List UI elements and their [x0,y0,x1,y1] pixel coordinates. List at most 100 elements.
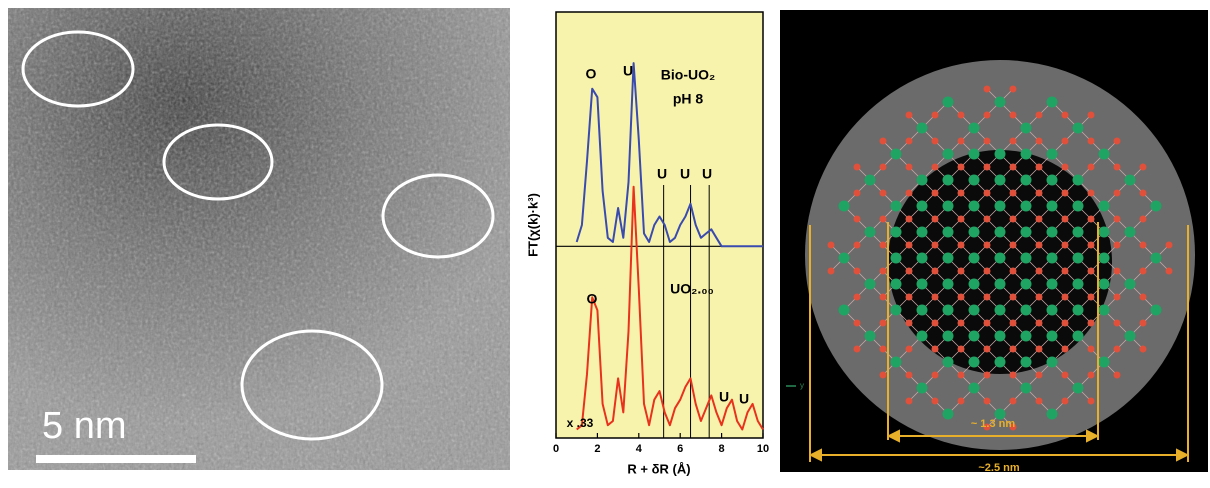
oxygen-atom [984,86,991,93]
oxygen-atom [1062,346,1069,353]
oxygen-atom [984,372,991,379]
oxygen-atom [984,294,991,301]
oxygen-atom [906,294,913,301]
uranium-atom [1047,279,1058,290]
uranium-atom [839,305,850,316]
oxygen-atom [984,242,991,249]
uranium-atom [891,305,902,316]
oxygen-atom [854,294,861,301]
uranium-atom [1073,279,1084,290]
oxygen-atom [984,138,991,145]
oxygen-atom [932,138,939,145]
oxygen-atom [1062,138,1069,145]
uranium-atom [1021,253,1032,264]
uranium-atom [1099,253,1110,264]
uranium-atom [891,253,902,264]
oxygen-atom [1114,268,1121,275]
y-axis-label: FT(χ(k)·k³) [525,193,540,257]
uranium-atom [1021,279,1032,290]
uranium-atom [943,305,954,316]
uranium-atom [1021,383,1032,394]
oxygen-atom [906,320,913,327]
oxygen-atom [1062,164,1069,171]
oxygen-atom [958,268,965,275]
oxygen-atom [958,398,965,405]
uranium-atom [917,279,928,290]
oxygen-atom [1140,320,1147,327]
oxygen-atom [1088,242,1095,249]
oxygen-atom [1036,268,1043,275]
oxygen-atom [1010,86,1017,93]
oxygen-atom [1010,190,1017,197]
uranium-atom [1021,149,1032,160]
uranium-atom [891,279,902,290]
uranium-atom [969,123,980,134]
oxygen-atom [1010,268,1017,275]
annotation: x .33 [567,416,594,430]
oxygen-atom [906,268,913,275]
oxygen-atom [1140,268,1147,275]
oxygen-atom [1036,372,1043,379]
uranium-atom [943,227,954,238]
oxygen-atom [1088,294,1095,301]
uranium-atom [995,201,1006,212]
annotation: pH 8 [673,91,704,107]
oxygen-atom [880,320,887,327]
uranium-atom [969,305,980,316]
oxygen-atom [958,164,965,171]
oxygen-atom [1140,346,1147,353]
oxygen-atom [1036,294,1043,301]
uranium-atom [1073,253,1084,264]
oxygen-atom [1114,138,1121,145]
oxygen-atom [984,112,991,119]
uranium-atom [1047,331,1058,342]
oxygen-atom [854,242,861,249]
uranium-atom [1021,227,1032,238]
oxygen-atom [880,138,887,145]
oxygen-atom [1062,216,1069,223]
uranium-atom [1047,227,1058,238]
x-tick-label: 0 [553,443,559,455]
x-axis-label: R + δR (Å) [627,461,690,476]
uranium-atom [1073,175,1084,186]
oxygen-atom [1062,268,1069,275]
uranium-atom [1047,253,1058,264]
oxygen-atom [1010,294,1017,301]
uranium-atom [1125,331,1136,342]
uranium-atom [891,149,902,160]
figure: 5 nm R + δR (Å) FT(χ(k)·k³) 0246810OUBio… [0,0,1210,483]
x-tick-label: 6 [677,443,683,455]
oxygen-atom [984,164,991,171]
oxygen-atom [1088,320,1095,327]
uranium-atom [865,331,876,342]
oxygen-atom [984,268,991,275]
oxygen-atom [1010,164,1017,171]
uranium-atom [995,305,1006,316]
oxygen-atom [932,346,939,353]
oxygen-atom [906,138,913,145]
uranium-atom [1073,305,1084,316]
uranium-atom [917,123,928,134]
x-tick-label: 10 [757,443,769,455]
uranium-atom [1047,201,1058,212]
uranium-atom [917,305,928,316]
oxygen-atom [1088,164,1095,171]
oxygen-atom [1010,242,1017,249]
uranium-atom [917,175,928,186]
oxygen-atom [1036,112,1043,119]
annotation: U [623,63,633,79]
tem-panel: 5 nm [8,8,510,470]
annotation: U [702,166,712,182]
oxygen-atom [1010,138,1017,145]
uranium-atom [1021,201,1032,212]
uranium-atom [865,227,876,238]
oxygen-atom [1088,346,1095,353]
oxygen-atom [1036,190,1043,197]
uranium-atom [917,227,928,238]
oxygen-atom [906,346,913,353]
uranium-atom [1047,409,1058,420]
oxygen-atom [906,112,913,119]
oxygen-atom [828,268,835,275]
outer-diameter-label: ~2.5 nm [978,462,1019,474]
oxygen-atom [854,320,861,327]
